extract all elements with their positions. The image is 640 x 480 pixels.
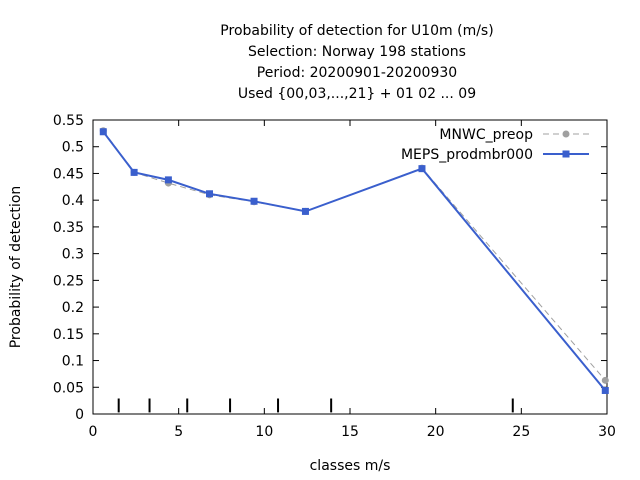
plot-border (92, 119, 608, 415)
x-tick-label: 25 (512, 424, 530, 440)
x-tick-label: 10 (255, 424, 273, 440)
y-tick-label: 0.3 (62, 247, 84, 263)
legend-swatch-marker (562, 130, 570, 138)
y-tick-label: 0.1 (62, 354, 84, 370)
series-point (601, 376, 609, 384)
y-tick-label: 0.2 (62, 300, 84, 316)
series-MEPS_prodmbr000 (99, 128, 609, 394)
x-tick-label: 15 (341, 424, 359, 440)
y-tick-label: 0.55 (53, 113, 84, 129)
axis-ticks: 0 5 10 15 20 25 30 0 0.05 0.1 0.15 0.2 0.25 0.3 0.35 0.… (53, 113, 616, 440)
x-axis-label: classes m/s (310, 458, 391, 474)
legend-label: MNWC_preop (439, 127, 533, 143)
series-point (418, 165, 426, 173)
series-point (250, 197, 258, 205)
series-point (206, 190, 214, 198)
y-tick-label: 0.15 (53, 327, 84, 343)
x-tick-label: 5 (174, 424, 183, 440)
legend: MNWC_preop MEPS_prodmbr000 (401, 127, 589, 163)
series-line (102, 130, 606, 381)
legend-swatch-marker (562, 150, 570, 158)
series-line (102, 131, 607, 392)
series-point (301, 207, 309, 215)
title-line-2: Period: 20200901-20200930 (257, 65, 457, 81)
y-tick-label: 0.4 (62, 193, 84, 209)
title-line-0: Probability of detection for U10m (m/s) (220, 23, 493, 39)
series-point (130, 168, 138, 176)
series-point (164, 176, 172, 184)
title-line-3: Used {00,03,...,21} + 01 02 ... 09 (238, 86, 476, 102)
legend-label: MEPS_prodmbr000 (401, 147, 533, 163)
y-tick-label: 0 (75, 407, 84, 423)
series-MNWC_preop (99, 127, 609, 384)
series-layer (99, 127, 609, 394)
y-tick-label: 0.25 (53, 273, 84, 289)
y-axis-label: Probability of detection (8, 186, 24, 349)
x-tick-label: 0 (89, 424, 98, 440)
y-tick-label: 0.35 (53, 220, 84, 236)
x-tick-label: 20 (427, 424, 445, 440)
class-boundary-markers (117, 398, 514, 413)
y-tick-label: 0.5 (62, 140, 84, 156)
series-point (601, 386, 609, 394)
y-tick-label: 0.45 (53, 166, 84, 182)
title-line-1: Selection: Norway 198 stations (248, 44, 466, 60)
plot-area (92, 119, 608, 415)
series-point (99, 128, 107, 136)
chart-title: Probability of detection for U10m (m/s) S… (220, 23, 493, 102)
y-tick-label: 0.05 (53, 380, 84, 396)
x-tick-label: 30 (598, 424, 616, 440)
